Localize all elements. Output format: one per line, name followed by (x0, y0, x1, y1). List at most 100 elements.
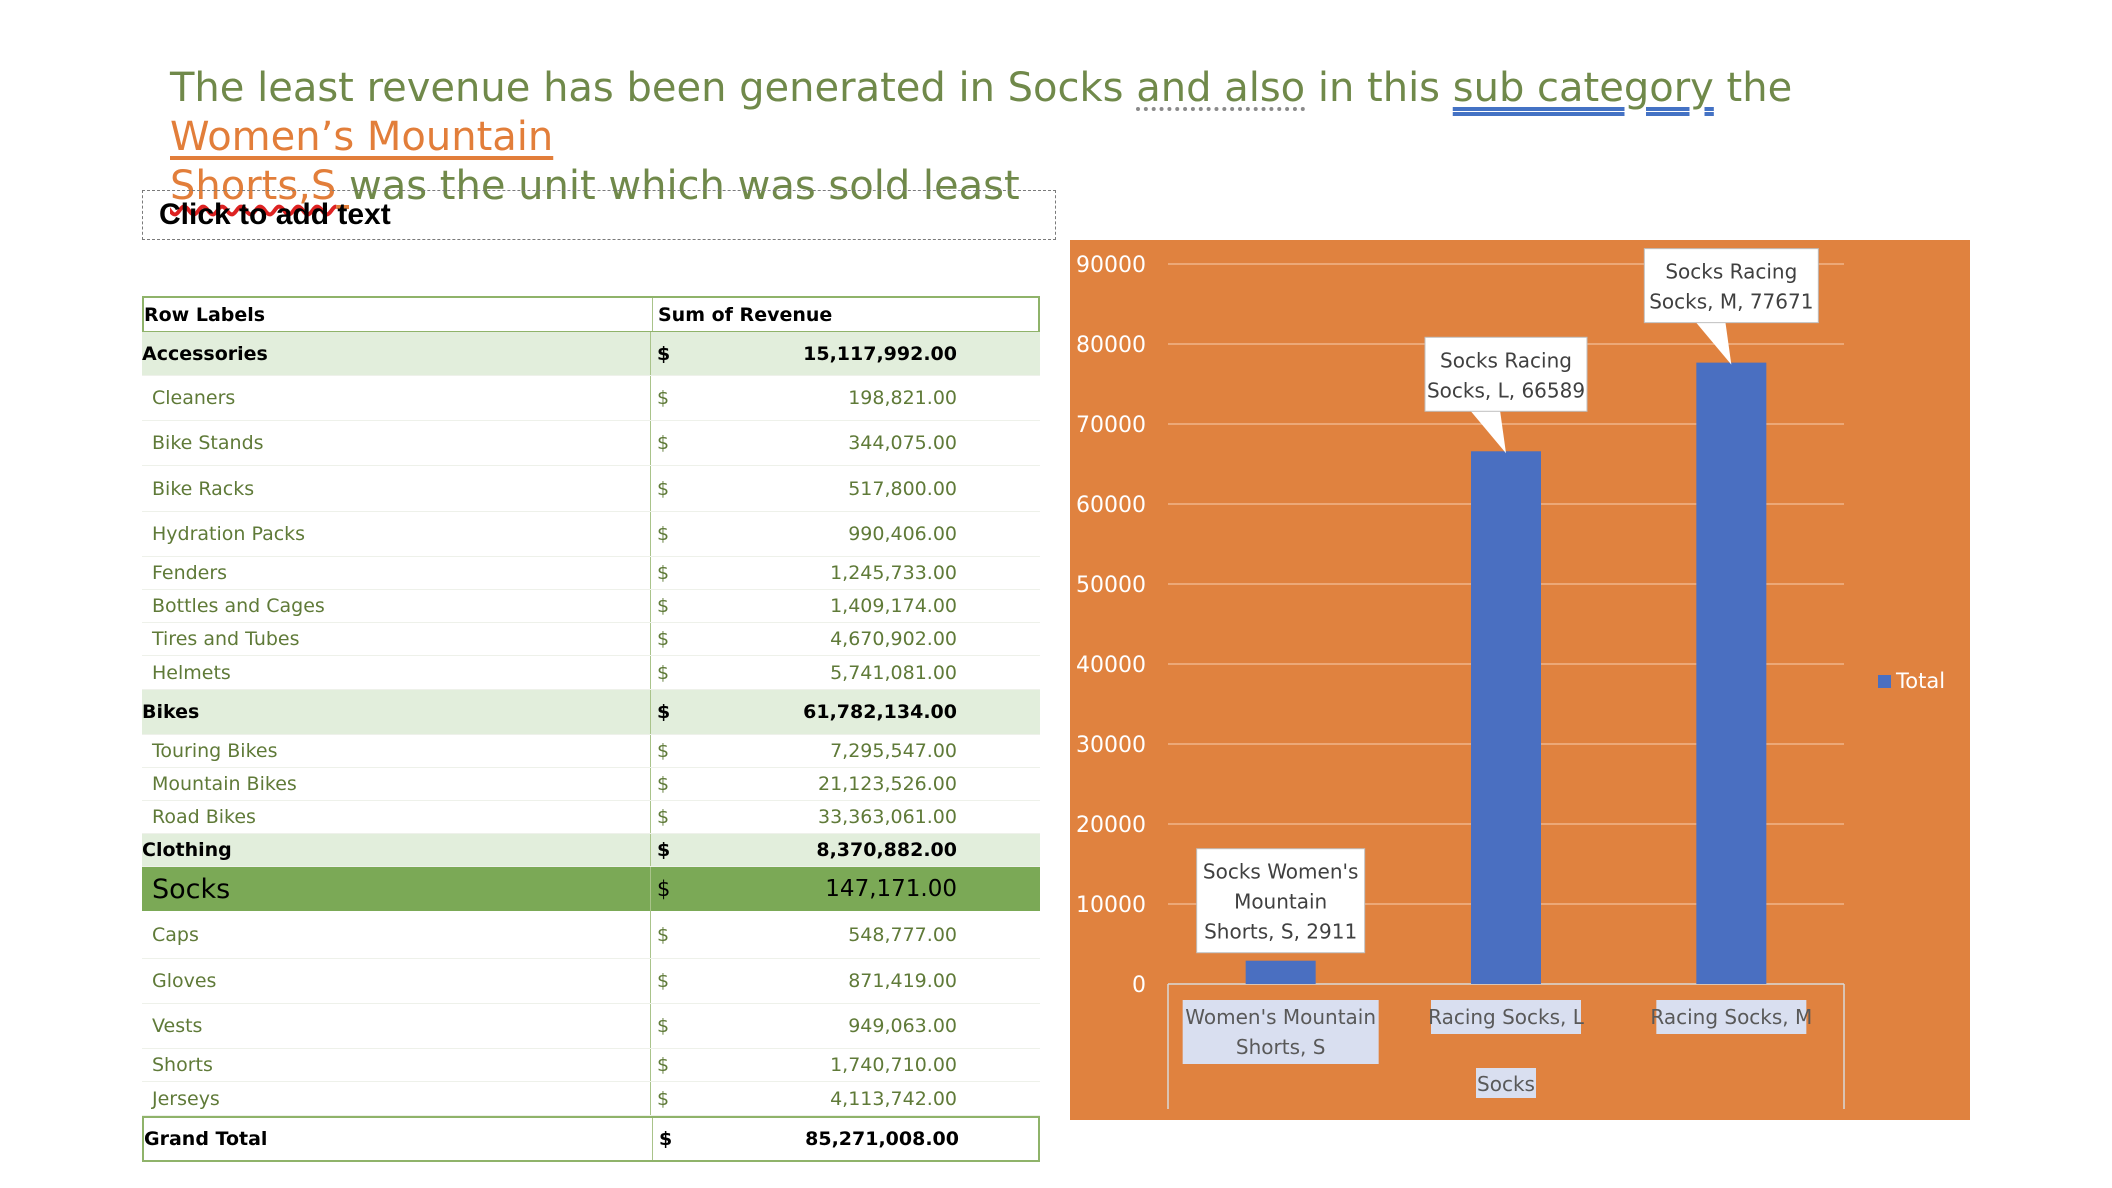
title-text-1: The least revenue has been generated in … (170, 65, 1137, 111)
y-tick-label: 80000 (1076, 333, 1146, 358)
table-row[interactable]: Fenders $1,245,733.00 (142, 557, 1040, 590)
row-label: Jerseys (152, 1087, 220, 1110)
currency-symbol: $ (657, 740, 670, 762)
row-label: Bikes (142, 701, 200, 723)
y-tick-label: 40000 (1076, 653, 1146, 678)
y-tick-label: 90000 (1076, 253, 1146, 278)
row-label: Road Bikes (152, 806, 256, 828)
grand-total-row[interactable]: Grand Total $85,271,008.00 (142, 1116, 1040, 1162)
row-label: Vests (152, 1015, 203, 1037)
revenue-value: 5,741,081.00 (830, 661, 957, 684)
x-tick-label: Racing Socks, L (1428, 1005, 1585, 1029)
currency-symbol: $ (657, 1087, 670, 1110)
group-label-box (1476, 1068, 1536, 1098)
data-label-callout (1424, 336, 1588, 412)
row-label: Hydration Packs (152, 523, 306, 545)
category-row[interactable]: Bikes $61,782,134.00 (142, 690, 1040, 735)
table-row[interactable]: Helmets $5,741,081.00 (142, 656, 1040, 690)
data-label-callout (1643, 248, 1819, 324)
slide-title[interactable]: The least revenue has been generated in … (170, 64, 1970, 211)
x-tick-label: Racing Socks, M (1650, 1005, 1812, 1029)
revenue-value: 4,113,742.00 (830, 1087, 957, 1110)
table-row[interactable]: Road Bikes $33,363,061.00 (142, 801, 1040, 834)
currency-symbol: $ (657, 923, 670, 946)
revenue-value: 344,075.00 (848, 432, 957, 454)
currency-symbol: $ (657, 839, 671, 861)
y-tick-label: 70000 (1076, 413, 1146, 438)
currency-symbol: $ (657, 387, 670, 409)
data-label: Mountain (1234, 890, 1327, 914)
table-row[interactable]: Bottles and Cages $1,409,174.00 (142, 590, 1040, 623)
y-tick-label: 60000 (1076, 493, 1146, 518)
title-text-dotted: and also (1136, 65, 1306, 111)
revenue-value: 33,363,061.00 (817, 806, 957, 828)
row-label: Gloves (152, 970, 217, 992)
header-sum-of-revenue[interactable]: Sum of Revenue (658, 303, 833, 326)
revenue-value: 990,406.00 (848, 523, 957, 545)
text-placeholder[interactable]: Click to add text (142, 190, 1056, 240)
row-label: Caps (152, 923, 199, 946)
currency-symbol: $ (657, 562, 670, 584)
row-label: Touring Bikes (152, 740, 278, 762)
bar (1696, 362, 1767, 984)
table-row[interactable]: Hydration Packs $990,406.00 (142, 512, 1040, 557)
data-label: Socks, M, 77671 (1649, 290, 1813, 314)
x-tick-label-box (1656, 1000, 1807, 1034)
currency-symbol: $ (657, 628, 670, 650)
revenue-value: 147,171.00 (825, 876, 957, 902)
row-label: Mountain Bikes (152, 773, 297, 795)
y-tick-label: 10000 (1076, 893, 1146, 918)
table-row[interactable]: Shorts $1,740,710.00 (142, 1049, 1040, 1082)
pivot-header-row: Row Labels Sum of Revenue (142, 296, 1040, 332)
title-text-2: in this (1305, 65, 1453, 111)
revenue-value: 871,419.00 (848, 970, 957, 992)
table-row[interactable]: Touring Bikes $7,295,547.00 (142, 735, 1040, 768)
revenue-value: 1,245,733.00 (830, 562, 957, 584)
x-tick-label-box (1182, 1000, 1379, 1064)
currency-symbol: $ (657, 477, 670, 500)
pivot-table: Row Labels Sum of Revenue Accessories $15… (142, 296, 1040, 1162)
x-tick-label-box (1431, 1000, 1581, 1034)
table-row[interactable]: Cleaners $198,821.00 (142, 376, 1040, 421)
chart-svg: 0 10000 20000 30000 40000 50000 60000 70000 8000… (1076, 248, 1945, 1109)
category-row[interactable]: Accessories $15,117,992.00 (142, 332, 1040, 376)
title-text-double: sub category (1452, 65, 1714, 111)
table-row[interactable]: Gloves $871,419.00 (142, 959, 1040, 1004)
title-link-2[interactable]: Shorts,S (170, 163, 337, 209)
table-row[interactable]: Bike Racks $517,800.00 (142, 466, 1040, 512)
table-row[interactable]: Caps $548,777.00 (142, 911, 1040, 959)
currency-symbol: $ (657, 773, 670, 795)
row-label: Accessories (142, 342, 268, 365)
revenue-value: 517,800.00 (848, 477, 957, 500)
currency-symbol: $ (659, 1128, 673, 1150)
table-row[interactable]: Jerseys $4,113,742.00 (142, 1082, 1040, 1116)
row-label: Shorts (152, 1054, 213, 1076)
table-row[interactable]: Tires and Tubes $4,670,902.00 (142, 623, 1040, 656)
revenue-value: 85,271,008.00 (805, 1128, 959, 1150)
row-label: Bike Stands (152, 432, 264, 454)
revenue-chart[interactable]: 0 10000 20000 30000 40000 50000 60000 70000 8000… (1070, 240, 1970, 1120)
row-label: Helmets (152, 661, 231, 684)
table-row[interactable]: Mountain Bikes $21,123,526.00 (142, 768, 1040, 801)
data-label: Shorts, S, 2911 (1204, 920, 1357, 944)
title-link-1[interactable]: Women’s Mountain (170, 114, 554, 160)
category-row[interactable]: Clothing $8,370,882.00 (142, 834, 1040, 867)
callout-pointer (1695, 321, 1732, 365)
y-tick-label: 30000 (1076, 733, 1146, 758)
revenue-value: 949,063.00 (848, 1015, 957, 1037)
row-label: Cleaners (152, 387, 236, 409)
revenue-value: 1,409,174.00 (830, 595, 957, 617)
currency-symbol: $ (657, 1054, 670, 1076)
row-label: Bottles and Cages (152, 595, 325, 617)
revenue-value: 4,670,902.00 (830, 628, 957, 650)
table-row[interactable]: Vests $949,063.00 (142, 1004, 1040, 1049)
y-tick-label: 50000 (1076, 573, 1146, 598)
data-label: Socks Racing (1665, 260, 1797, 284)
bar (1471, 451, 1541, 985)
table-row[interactable]: Bike Stands $344,075.00 (142, 421, 1040, 466)
header-row-labels[interactable]: Row Labels (144, 303, 266, 326)
legend-label: Total (1895, 669, 1945, 693)
title-text-3: the (1713, 65, 1793, 111)
table-row[interactable]: Socks $147,171.00 (142, 867, 1040, 911)
row-label: Bike Racks (152, 477, 255, 500)
